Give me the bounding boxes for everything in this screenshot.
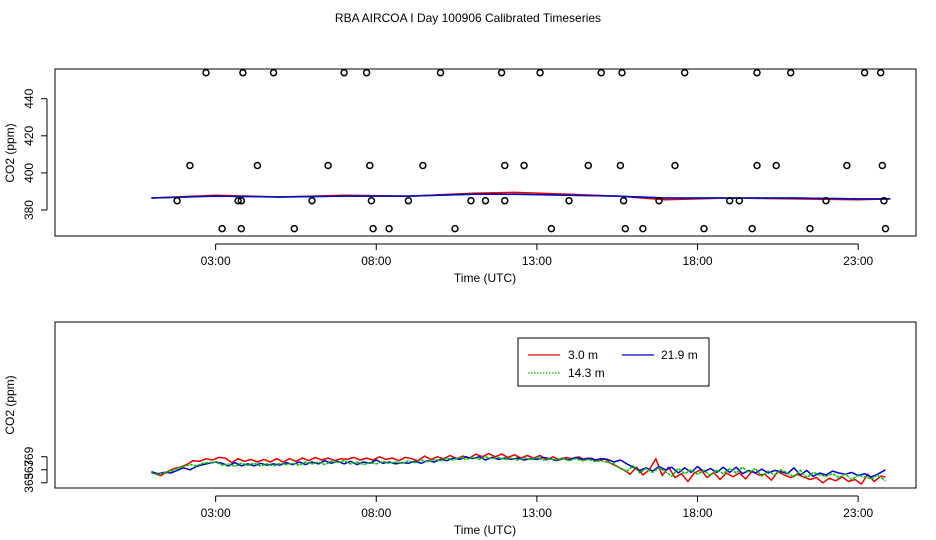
flag-point (520, 161, 528, 170)
flag-point (436, 68, 445, 77)
flag-point (786, 68, 795, 77)
flag-point (501, 196, 509, 205)
flag-point (860, 68, 869, 77)
flag-point (253, 161, 262, 170)
bottom-y-axis-title: CO2 (ppm) (3, 375, 17, 434)
bottom-x-tick-label: 23:00 (843, 506, 873, 520)
top-x-axis-title: Time (UTC) (454, 271, 516, 285)
flag-point (725, 196, 734, 205)
flag-point (234, 196, 242, 205)
top-y-tick-label: 400 (22, 163, 36, 183)
top-x-tick-label: 23:00 (843, 254, 873, 268)
top-x-tick-label: 08:00 (361, 254, 391, 268)
flag-point (843, 161, 851, 170)
flag-point (753, 161, 761, 170)
legend-box (517, 337, 710, 387)
bottom-y-tick-label: 367 (22, 459, 36, 479)
bottom-series-line-14-3-m (151, 456, 886, 482)
flag-point (497, 68, 506, 77)
flag-point (639, 224, 647, 233)
flag-point (536, 68, 544, 77)
top-plot-frame (54, 68, 917, 237)
top-y-tick-label: 380 (22, 200, 36, 220)
flag-point (308, 196, 316, 205)
top-x-tick-label: 13:00 (522, 254, 552, 268)
top-y-tick-label: 440 (22, 88, 36, 108)
flag-point (239, 68, 247, 77)
legend-label-14-3m: 14.3 m (568, 366, 605, 380)
flag-point (735, 196, 744, 205)
legend-label-21-9m: 21.9 m (661, 348, 698, 362)
flag-point (619, 196, 628, 205)
flag-point (237, 224, 246, 233)
flag-point (880, 196, 888, 205)
flag-point (565, 196, 573, 205)
flag-point (367, 196, 376, 205)
top-x-tick-label: 18:00 (683, 254, 713, 268)
flag-point (369, 224, 377, 233)
flag-point (467, 196, 475, 205)
panel-top: 03:00 08:00 13:00 18:00 23:00 380 400 420 440 Ti… (3, 68, 917, 285)
flag-point (481, 196, 490, 205)
flag-point (822, 196, 830, 205)
flag-point (881, 224, 890, 233)
flag-point (700, 224, 708, 233)
top-series-group (151, 191, 891, 201)
bottom-y-tick-label: 365 (22, 472, 36, 492)
flag-point (597, 68, 605, 77)
flag-point (753, 68, 761, 77)
flag-point (655, 196, 663, 205)
flag-point (547, 224, 556, 233)
flag-point (340, 68, 348, 77)
bottom-x-tick-label: 08:00 (361, 506, 391, 520)
top-x-tick-label: 03:00 (201, 254, 231, 268)
flag-point (202, 68, 210, 77)
legend-label-3m: 3.0 m (568, 348, 598, 362)
flag-point (584, 161, 593, 170)
flag-point (324, 161, 332, 170)
flag-point (385, 224, 393, 233)
bottom-series-group (151, 452, 886, 485)
top-y-tick-label: 420 (22, 125, 36, 145)
top-y-axis-title: CO2 (ppm) (3, 123, 17, 182)
flag-point (680, 68, 689, 77)
flag-point (419, 161, 427, 170)
flag-point (806, 224, 814, 233)
legend: 3.0 m 21.9 m 14.3 m (517, 337, 710, 387)
flag-point (878, 161, 887, 170)
bottom-y-tick-label: 369 (22, 446, 36, 466)
flag-point (218, 224, 226, 233)
bottom-x-tick-label: 18:00 (683, 506, 713, 520)
bottom-x-tick-label: 03:00 (201, 506, 231, 520)
top-series-line-blue (151, 193, 891, 200)
bottom-series-line-21-9-m (151, 456, 886, 478)
bottom-x-tick-label: 13:00 (522, 506, 552, 520)
flag-point (772, 161, 780, 170)
flag-point (616, 161, 625, 170)
flag-point (269, 68, 278, 77)
bottom-x-axis-title: Time (UTC) (454, 523, 516, 537)
flag-point (501, 161, 509, 170)
flag-point (621, 224, 630, 233)
flag-point (876, 68, 885, 77)
flag-point (173, 196, 181, 205)
flag-point (451, 224, 459, 233)
flag-point (362, 68, 371, 77)
flag-point (748, 224, 756, 233)
bottom-plot-frame (54, 321, 917, 489)
flag-point (290, 224, 299, 233)
flag-point (671, 161, 679, 170)
top-flag-points-group (173, 68, 890, 233)
top-axes: 03:00 08:00 13:00 18:00 23:00 380 400 420 440 (22, 88, 874, 268)
flag-point (186, 161, 194, 170)
flag-point (618, 68, 626, 77)
flag-point (366, 161, 374, 170)
figure-title: RBA AIRCOA I Day 100906 Calibrated Times… (335, 11, 601, 25)
flag-point (237, 196, 246, 205)
flag-point (404, 196, 413, 205)
